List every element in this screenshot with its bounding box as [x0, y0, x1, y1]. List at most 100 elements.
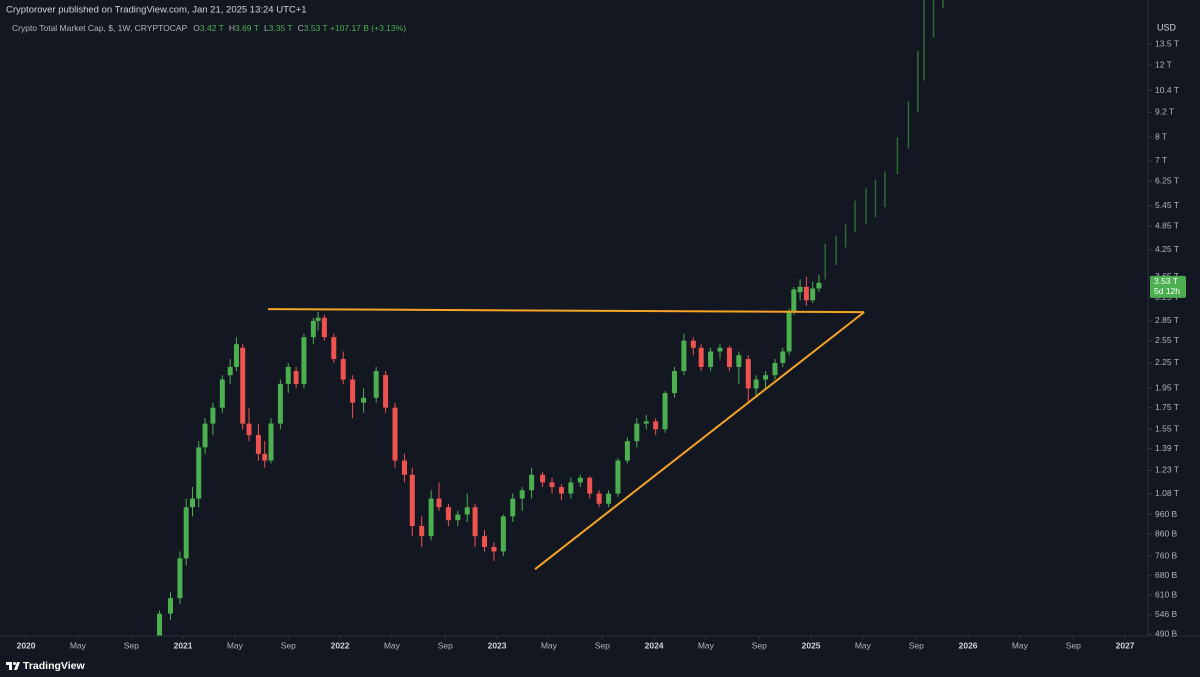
candle-body [383, 375, 389, 408]
candle-body [445, 507, 451, 521]
y-tick-label: 12 T [1155, 59, 1172, 69]
candle-body [350, 379, 356, 403]
candle-body [529, 474, 535, 491]
candle-body [419, 525, 425, 537]
y-tick-label: 1.95 T [1155, 383, 1179, 393]
x-tick-label: 2023 [488, 640, 507, 650]
candle-body [189, 498, 195, 508]
candle-body [549, 482, 555, 488]
x-tick-label: 2027 [1116, 640, 1135, 650]
y-tick-label: 490 B [1155, 628, 1178, 638]
candle-body [436, 498, 442, 508]
last-price-box [1150, 275, 1186, 298]
legend-field-value: 3.35 T [269, 23, 293, 33]
footer-brand: TradingView [23, 660, 85, 672]
x-tick-label: Sep [595, 640, 610, 650]
candle-body [361, 397, 367, 403]
candle-body [662, 393, 668, 430]
candle-body [558, 487, 564, 494]
candle-body [708, 351, 714, 367]
candle-body [500, 516, 506, 552]
x-tick-label: Sep [281, 640, 296, 650]
candle-body [331, 337, 337, 360]
candle-body [510, 498, 516, 517]
x-tick-label: May [70, 640, 87, 650]
legend-change: +107.17 B (+3.13%) [330, 23, 406, 33]
candle-body [717, 347, 723, 352]
x-tick-label: 2025 [802, 640, 821, 650]
candle-body [210, 407, 216, 424]
candle-body [643, 421, 649, 424]
legend-field-label: L [264, 23, 269, 33]
candle-body [681, 340, 687, 372]
y-tick-label: 960 B [1155, 509, 1178, 519]
candle-body [285, 366, 291, 384]
y-tick-label: 13.5 T [1155, 38, 1179, 48]
candle-body [310, 320, 316, 338]
y-tick-label: 4.25 T [1155, 244, 1179, 254]
candle-body [262, 453, 268, 461]
candle-body [606, 493, 612, 504]
candle-body [233, 344, 239, 367]
candle-body [690, 340, 696, 348]
candle-body [409, 474, 415, 526]
candle-body [472, 507, 478, 537]
trendline [267, 308, 865, 314]
candle-body [624, 441, 630, 461]
legend: Crypto Total Market Cap, $, 1W, CRYPTOCA… [12, 23, 406, 33]
candle-body [587, 477, 593, 494]
legend-field-value: 3.42 T [200, 23, 224, 33]
candle-body [373, 371, 379, 398]
legend-field-label: H [229, 23, 235, 33]
y-tick-label: 1.75 T [1155, 402, 1179, 412]
candle-body [577, 477, 583, 483]
candle-body [519, 490, 525, 499]
x-tick-label: 2026 [959, 640, 978, 650]
candle-body [540, 474, 546, 483]
candle-body [615, 460, 621, 494]
x-tick-label: May [698, 640, 715, 650]
candle-body [428, 498, 434, 537]
y-tick-label: 7 T [1155, 155, 1167, 165]
footer-bar [0, 655, 1200, 677]
candle-body [157, 613, 163, 636]
plot-area [157, 0, 944, 636]
y-tick-label: 4.85 T [1155, 221, 1179, 231]
candle-body [301, 337, 307, 384]
tradingview-logo [6, 662, 20, 670]
candle-body [698, 347, 704, 367]
candle-body [786, 311, 792, 352]
y-tick-label: 1.39 T [1155, 443, 1179, 453]
candle-body [219, 379, 225, 408]
y-tick-label: 2.25 T [1155, 357, 1179, 367]
candle-body [392, 407, 398, 461]
x-tick-label: Sep [438, 640, 453, 650]
y-tick-label: 9.2 T [1155, 107, 1174, 117]
x-tick-label: Sep [752, 640, 767, 650]
candle-body [791, 289, 797, 312]
trendline [534, 311, 865, 570]
x-tick-label: 2022 [331, 640, 350, 650]
y-tick-label: 546 B [1155, 609, 1178, 619]
candle-body [183, 507, 189, 559]
candle-body [772, 362, 778, 376]
candle-body [455, 514, 461, 521]
y-tick-label: 1.55 T [1155, 424, 1179, 434]
candle-body [491, 546, 497, 552]
x-tick-label: 2024 [645, 640, 664, 650]
y-tick-label: 760 B [1155, 550, 1178, 560]
candle-body [168, 598, 174, 614]
candle-body [227, 366, 233, 376]
candle-body [464, 507, 470, 515]
x-tick-label: May [855, 640, 872, 650]
legend-field-value: 3.69 T [235, 23, 259, 33]
candle-body [321, 317, 327, 338]
y-tick-label: 2.85 T [1155, 315, 1179, 325]
candle-body [596, 493, 602, 504]
candle-body [653, 421, 659, 430]
candle-body [753, 379, 759, 389]
y-tick-label: 860 B [1155, 528, 1178, 538]
